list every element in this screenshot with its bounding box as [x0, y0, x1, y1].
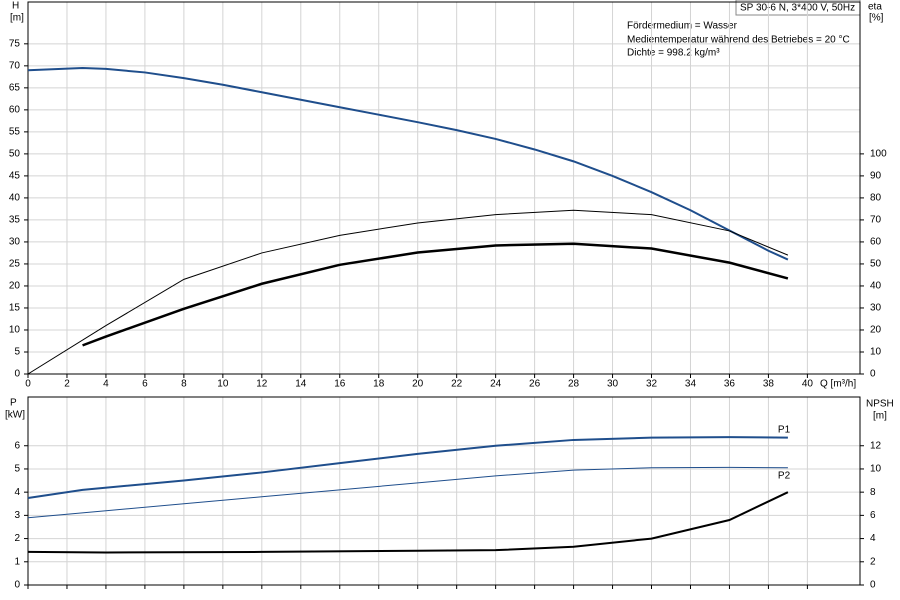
- x-tick-label: 28: [568, 379, 580, 390]
- y-tick-label: 65: [9, 82, 21, 93]
- x-tick-label: 38: [763, 379, 775, 390]
- x-tick-label: 16: [334, 379, 346, 390]
- y-tick-label: 3: [14, 510, 20, 521]
- series-line: [82, 242, 789, 347]
- y2-tick-label: 20: [870, 325, 882, 336]
- x-tick-label: 14: [295, 379, 307, 390]
- y-tick-label: 50: [9, 149, 21, 160]
- series-label: P1: [778, 424, 791, 435]
- y-tick-label: 0: [14, 580, 20, 591]
- y-tick-label: 15: [9, 303, 21, 314]
- y-tick-label: 75: [9, 38, 21, 49]
- y-tick-label: 5: [14, 347, 20, 358]
- y2-label: NPSH: [866, 399, 894, 410]
- y2-tick-label: 40: [870, 281, 882, 292]
- y2-tick-label: 70: [870, 215, 882, 226]
- x-tick-label: 0: [25, 379, 31, 390]
- x-tick-label: 8: [181, 379, 187, 390]
- x-label: Q [m³/h]: [820, 379, 856, 390]
- y2-tick-label: 8: [870, 487, 876, 498]
- y-tick-label: 60: [9, 104, 21, 115]
- x-tick-label: 30: [607, 379, 619, 390]
- chart-title: SP 30-6 N, 3*400 V, 50Hz: [740, 3, 855, 14]
- y2-tick-label: 60: [870, 237, 882, 248]
- plot-frame: [27, 396, 861, 586]
- y-tick-label: 30: [9, 237, 21, 248]
- y2-tick-label: 12: [870, 440, 882, 451]
- x-tick-label: 34: [685, 379, 697, 390]
- y2-tick-label: 4: [870, 533, 876, 544]
- y-tick-label: 45: [9, 171, 21, 182]
- y-tick-label: 4: [14, 487, 20, 498]
- x-tick-label: 20: [412, 379, 424, 390]
- y2-tick-label: 0: [870, 580, 876, 591]
- y-tick-label: 35: [9, 215, 21, 226]
- y-tick-label: 70: [9, 60, 21, 71]
- y2-tick-label: 6: [870, 510, 876, 521]
- y-tick-label: 2: [14, 533, 20, 544]
- y-tick-label: 55: [9, 127, 21, 138]
- annotation: Fördermedium = Wasser: [627, 21, 738, 32]
- series-line: [27, 67, 789, 261]
- annotation: Medientemperatur während des Betriebes =…: [627, 35, 850, 46]
- series-line: [27, 466, 788, 519]
- y-tick-label: 10: [9, 325, 21, 336]
- y-tick-label: 0: [14, 369, 20, 380]
- y-tick-label: 40: [9, 193, 21, 204]
- series-line: [27, 491, 789, 554]
- series-label: P2: [778, 470, 791, 481]
- y-label: P: [10, 398, 17, 409]
- y2-tick-label: 2: [870, 556, 876, 567]
- x-tick-label: 32: [646, 379, 658, 390]
- y2-unit: [m]: [873, 411, 887, 422]
- y2-label: eta: [868, 2, 882, 13]
- series-line: [27, 436, 788, 499]
- series-line: [27, 209, 789, 375]
- x-tick-label: 26: [529, 379, 541, 390]
- x-tick-label: 40: [802, 379, 814, 390]
- y2-tick-label: 100: [870, 149, 887, 160]
- y2-tick-label: 10: [870, 347, 882, 358]
- y-label: H: [12, 1, 19, 12]
- y-unit: [kW]: [5, 410, 25, 421]
- y-tick-label: 20: [9, 281, 21, 292]
- y2-tick-label: 80: [870, 193, 882, 204]
- plot-frame: [27, 1, 861, 375]
- y2-tick-label: 0: [870, 369, 876, 380]
- x-tick-label: 24: [490, 379, 502, 390]
- x-tick-label: 6: [142, 379, 148, 390]
- x-tick-label: 36: [724, 379, 736, 390]
- x-tick-label: 18: [373, 379, 385, 390]
- x-tick-label: 2: [64, 379, 70, 390]
- y-unit: [m]: [10, 13, 24, 24]
- annotation: Dichte = 998.2 kg/m³: [627, 48, 720, 59]
- x-tick-label: 4: [103, 379, 109, 390]
- y2-tick-label: 50: [870, 259, 882, 270]
- y2-tick-label: 10: [870, 464, 882, 475]
- y2-tick-label: 30: [870, 303, 882, 314]
- y2-tick-label: 90: [870, 171, 882, 182]
- x-tick-label: 12: [256, 379, 268, 390]
- y-tick-label: 6: [14, 440, 20, 451]
- x-tick-label: 22: [451, 379, 463, 390]
- y2-unit: [%]: [869, 13, 884, 24]
- y-tick-label: 1: [14, 556, 20, 567]
- y-tick-label: 5: [14, 464, 20, 475]
- x-tick-label: 10: [217, 379, 229, 390]
- y-tick-label: 25: [9, 259, 21, 270]
